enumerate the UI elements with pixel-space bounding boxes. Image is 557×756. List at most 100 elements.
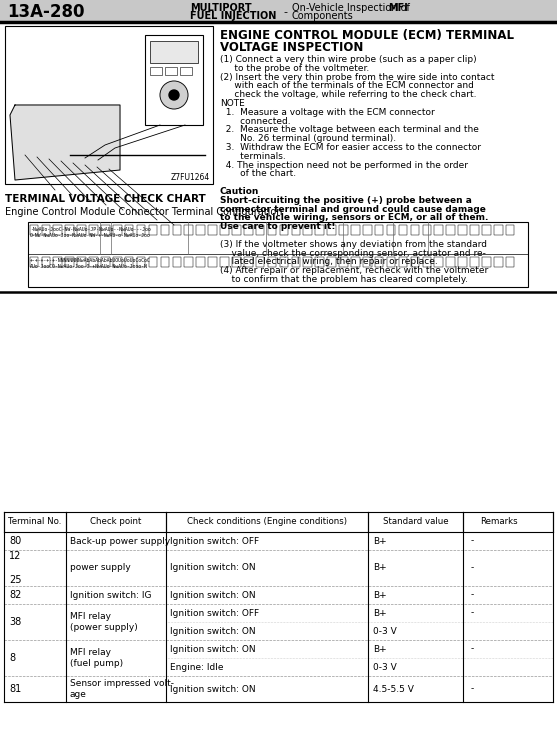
Text: -: - xyxy=(471,537,474,546)
Bar xyxy=(196,225,205,235)
Bar xyxy=(256,225,265,235)
Bar xyxy=(149,257,157,267)
Text: to the probe of the voltmeter.: to the probe of the voltmeter. xyxy=(220,64,369,73)
Bar xyxy=(160,225,169,235)
Text: Back-up power supply: Back-up power supply xyxy=(70,537,170,546)
Text: Components: Components xyxy=(292,11,354,21)
Bar xyxy=(351,257,360,267)
Bar xyxy=(173,257,181,267)
Polygon shape xyxy=(10,105,120,180)
Bar xyxy=(446,257,455,267)
Text: check the voltage, while referring to the check chart.: check the voltage, while referring to th… xyxy=(220,90,476,99)
Text: 80: 80 xyxy=(9,536,21,546)
Bar xyxy=(304,225,312,235)
Bar xyxy=(470,257,478,267)
Bar xyxy=(101,257,110,267)
Bar xyxy=(256,257,265,267)
Text: Remarks: Remarks xyxy=(480,518,518,526)
Bar xyxy=(137,257,145,267)
Text: 4. The inspection need not be performed in the order: 4. The inspection need not be performed … xyxy=(220,160,468,169)
Text: 0-3 V: 0-3 V xyxy=(373,627,397,636)
Bar xyxy=(387,225,395,235)
Bar xyxy=(506,225,515,235)
Text: Engine: Idle: Engine: Idle xyxy=(170,662,223,671)
Text: to the vehicle wiring, sensors or ECM, or all of them.: to the vehicle wiring, sensors or ECM, o… xyxy=(220,213,488,222)
Bar xyxy=(149,225,157,235)
Text: O-NW-NwAUo-Joo-NwAUo-NW-+-NwAU-o-NwAUo-Joo: O-NW-NwAUo-Joo-NwAUo-NW-+-NwAU-o-NwAUo-J… xyxy=(30,233,151,238)
Bar xyxy=(101,225,110,235)
Text: Ignition switch: IG: Ignition switch: IG xyxy=(70,590,152,600)
Text: Standard value: Standard value xyxy=(383,518,448,526)
Text: B+: B+ xyxy=(373,537,387,546)
Bar xyxy=(494,257,502,267)
Bar xyxy=(434,225,443,235)
Bar xyxy=(339,257,348,267)
Text: MFI relay
(power supply): MFI relay (power supply) xyxy=(70,612,138,632)
Text: On-Vehicle Inspection of: On-Vehicle Inspection of xyxy=(292,3,413,13)
Bar xyxy=(399,257,407,267)
Text: No. 26 terminal (ground terminal).: No. 26 terminal (ground terminal). xyxy=(220,135,396,143)
Text: Terminal No.: Terminal No. xyxy=(8,518,62,526)
Bar xyxy=(208,257,217,267)
Bar xyxy=(53,225,62,235)
Bar xyxy=(173,225,181,235)
Text: TERMINAL VOLTAGE CHECK CHART: TERMINAL VOLTAGE CHECK CHART xyxy=(5,194,206,204)
Text: B+: B+ xyxy=(373,590,387,600)
Text: +-+-+-+-+-NNNNNNNNwAbAbAbAbAbUOUoUoUoCoCoC: +-+-+-+-+-NNNNNNNNwAbAbAbAbAbUOUoUoUoCoC… xyxy=(30,258,151,263)
Text: connected.: connected. xyxy=(220,116,291,125)
Bar xyxy=(375,257,383,267)
Text: -NwAUo-JooC-NW-NwAUo-JP-NwAUo--NwAUo---Joo: -NwAUo-JooC-NW-NwAUo-JP-NwAUo--NwAUo---J… xyxy=(30,227,151,232)
Bar xyxy=(42,225,50,235)
Bar xyxy=(196,257,205,267)
Bar xyxy=(291,257,300,267)
Bar xyxy=(339,225,348,235)
Bar xyxy=(304,257,312,267)
Bar xyxy=(423,257,431,267)
Bar xyxy=(53,257,62,267)
Bar xyxy=(387,257,395,267)
Text: (1) Connect a very thin wire probe (such as a paper clip): (1) Connect a very thin wire probe (such… xyxy=(220,55,477,64)
Bar xyxy=(315,257,324,267)
Text: of the chart.: of the chart. xyxy=(220,169,296,178)
Text: 8: 8 xyxy=(9,653,15,663)
Text: 81: 81 xyxy=(9,684,21,694)
Bar xyxy=(4,512,553,532)
Text: B+: B+ xyxy=(373,645,387,653)
Text: -: - xyxy=(471,684,474,693)
Bar xyxy=(351,225,360,235)
Bar xyxy=(482,225,491,235)
Text: NOTE: NOTE xyxy=(220,99,245,108)
Text: VOLTAGE INSPECTION: VOLTAGE INSPECTION xyxy=(220,41,363,54)
Bar xyxy=(220,225,229,235)
Bar xyxy=(244,257,252,267)
Bar xyxy=(280,225,288,235)
Bar xyxy=(411,257,419,267)
Bar xyxy=(506,257,515,267)
Text: 1.  Measure a voltage with the ECM connector: 1. Measure a voltage with the ECM connec… xyxy=(220,108,435,116)
Text: B+: B+ xyxy=(373,563,387,572)
Bar xyxy=(470,225,478,235)
Text: Ignition switch: OFF: Ignition switch: OFF xyxy=(170,537,259,546)
Text: 2.  Measure the voltage between each terminal and the: 2. Measure the voltage between each term… xyxy=(220,125,479,135)
Bar xyxy=(145,35,203,125)
Bar xyxy=(458,257,467,267)
Bar xyxy=(446,225,455,235)
Text: Check conditions (Engine conditions): Check conditions (Engine conditions) xyxy=(187,518,347,526)
Bar xyxy=(423,225,431,235)
Bar xyxy=(482,257,491,267)
Bar xyxy=(411,225,419,235)
Text: -: - xyxy=(471,609,474,618)
Text: Use care to prevent it!: Use care to prevent it! xyxy=(220,222,335,231)
Bar xyxy=(89,225,98,235)
Text: Ignition switch: ON: Ignition switch: ON xyxy=(170,563,256,572)
Text: (2) Insert the very thin probe from the wire side into contact: (2) Insert the very thin probe from the … xyxy=(220,73,495,82)
Text: MFI: MFI xyxy=(388,3,408,13)
Bar xyxy=(125,257,134,267)
Bar xyxy=(232,257,241,267)
Text: 82: 82 xyxy=(9,590,21,600)
Text: Ignition switch: ON: Ignition switch: ON xyxy=(170,627,256,636)
Text: 13A-280: 13A-280 xyxy=(7,3,85,21)
Bar xyxy=(113,257,121,267)
Bar xyxy=(232,225,241,235)
Text: AUo-JooCO-NwAUo-Joo-O-+NwAUo-NwAUo-Jooo-N: AUo-JooCO-NwAUo-Joo-O-+NwAUo-NwAUo-Jooo-… xyxy=(30,264,148,269)
